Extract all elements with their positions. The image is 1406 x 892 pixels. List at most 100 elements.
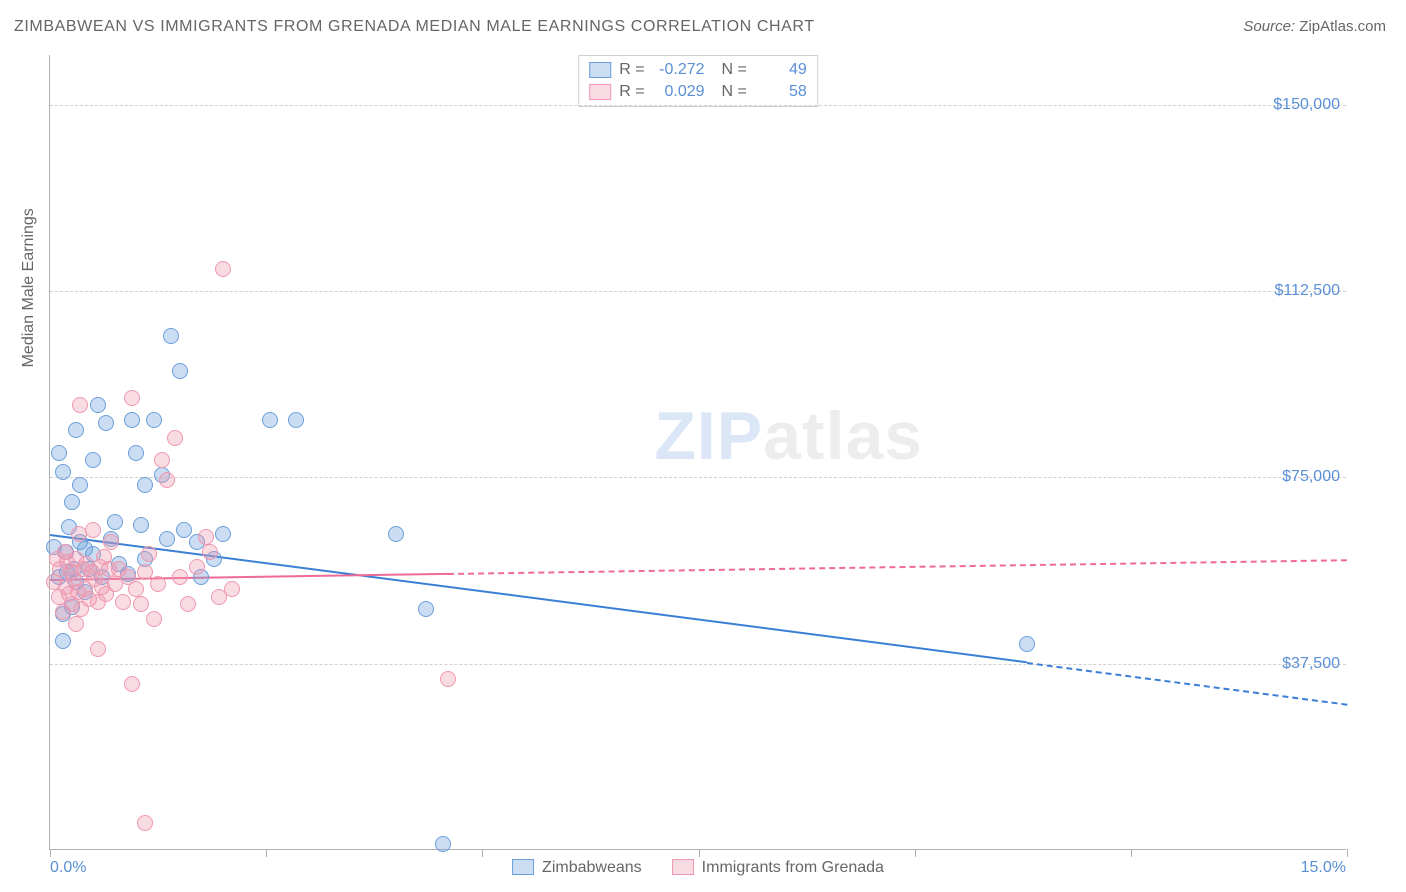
r-value-grenada: 0.029	[653, 83, 705, 101]
data-point	[141, 546, 157, 562]
r-value-zimbabweans: -0.272	[653, 61, 705, 79]
swatch-icon	[512, 859, 534, 875]
swatch-icon	[672, 859, 694, 875]
data-point	[137, 815, 153, 831]
data-point	[159, 531, 175, 547]
gridline	[50, 664, 1346, 665]
data-point	[146, 611, 162, 627]
data-point	[133, 596, 149, 612]
x-tick	[1131, 849, 1132, 857]
gridline	[50, 291, 1346, 292]
x-tick	[1347, 849, 1348, 857]
x-tick	[915, 849, 916, 857]
data-point	[107, 514, 123, 530]
plot-area: ZIPatlas R = -0.272 N = 49 R = 0.029 N =…	[49, 55, 1346, 850]
data-point	[72, 477, 88, 493]
data-point	[68, 616, 84, 632]
n-value-zimbabweans: 49	[755, 61, 807, 79]
data-point	[124, 412, 140, 428]
y-tick-label: $112,500	[1274, 282, 1340, 300]
y-tick-label: $37,500	[1282, 655, 1340, 673]
data-point	[224, 581, 240, 597]
source-label: Source:	[1243, 18, 1295, 35]
data-point	[288, 412, 304, 428]
y-tick-label: $75,000	[1282, 468, 1340, 486]
legend-row-grenada: R = 0.029 N = 58	[589, 81, 807, 103]
data-point	[115, 594, 131, 610]
correlation-legend: R = -0.272 N = 49 R = 0.029 N = 58	[578, 55, 818, 107]
x-tick	[482, 849, 483, 857]
data-point	[55, 633, 71, 649]
data-point	[1019, 636, 1035, 652]
data-point	[435, 836, 451, 852]
data-point	[215, 261, 231, 277]
legend-label-grenada: Immigrants from Grenada	[702, 859, 884, 876]
data-point	[64, 494, 80, 510]
data-point	[90, 397, 106, 413]
data-point	[418, 601, 434, 617]
data-point	[85, 522, 101, 538]
data-point	[128, 445, 144, 461]
n-label: N =	[713, 83, 747, 101]
source-attribution: Source: ZipAtlas.com	[1243, 18, 1386, 35]
chart-title: ZIMBABWEAN VS IMMIGRANTS FROM GRENADA ME…	[14, 18, 815, 36]
data-point	[176, 522, 192, 538]
source-value: ZipAtlas.com	[1299, 18, 1386, 35]
chart-container: ZIMBABWEAN VS IMMIGRANTS FROM GRENADA ME…	[0, 0, 1406, 892]
data-point	[154, 452, 170, 468]
trend-line	[50, 534, 1027, 663]
swatch-zimbabweans	[589, 62, 611, 78]
data-point	[163, 328, 179, 344]
gridline	[50, 105, 1346, 106]
x-tick	[50, 849, 51, 857]
data-point	[167, 430, 183, 446]
data-point	[137, 477, 153, 493]
data-point	[72, 397, 88, 413]
y-axis-title: Median Male Earnings	[20, 208, 38, 367]
x-tick	[699, 849, 700, 857]
legend-row-zimbabweans: R = -0.272 N = 49	[589, 59, 807, 81]
r-label: R =	[619, 61, 644, 79]
data-point	[146, 412, 162, 428]
data-point	[150, 576, 166, 592]
legend-item-grenada: Immigrants from Grenada	[672, 859, 884, 877]
n-value-grenada: 58	[755, 83, 807, 101]
watermark: ZIPatlas	[654, 397, 923, 475]
data-point	[98, 415, 114, 431]
x-tick	[266, 849, 267, 857]
r-label: R =	[619, 83, 644, 101]
data-point	[124, 390, 140, 406]
data-point	[128, 581, 144, 597]
data-point	[262, 412, 278, 428]
data-point	[103, 534, 119, 550]
data-point	[172, 363, 188, 379]
y-tick-label: $150,000	[1273, 96, 1340, 114]
watermark-atlas: atlas	[763, 398, 923, 474]
swatch-grenada	[589, 84, 611, 100]
data-point	[440, 671, 456, 687]
data-point	[180, 596, 196, 612]
n-label: N =	[713, 61, 747, 79]
watermark-zip: ZIP	[654, 398, 763, 474]
legend-label-zimbabweans: Zimbabweans	[542, 859, 642, 876]
data-point	[90, 641, 106, 657]
data-point	[55, 464, 71, 480]
data-point	[124, 676, 140, 692]
gridline	[50, 477, 1346, 478]
data-point	[68, 422, 84, 438]
data-point	[202, 544, 218, 560]
data-point	[137, 564, 153, 580]
data-point	[388, 526, 404, 542]
data-point	[189, 559, 205, 575]
data-point	[85, 452, 101, 468]
data-point	[198, 529, 214, 545]
data-point	[133, 517, 149, 533]
x-axis-min-label: 0.0%	[50, 859, 86, 877]
data-point	[159, 472, 175, 488]
data-point	[215, 526, 231, 542]
legend-item-zimbabweans: Zimbabweans	[512, 859, 642, 877]
data-point	[172, 569, 188, 585]
x-axis-max-label: 15.0%	[1301, 859, 1346, 877]
trend-line	[448, 559, 1347, 575]
data-point	[51, 445, 67, 461]
